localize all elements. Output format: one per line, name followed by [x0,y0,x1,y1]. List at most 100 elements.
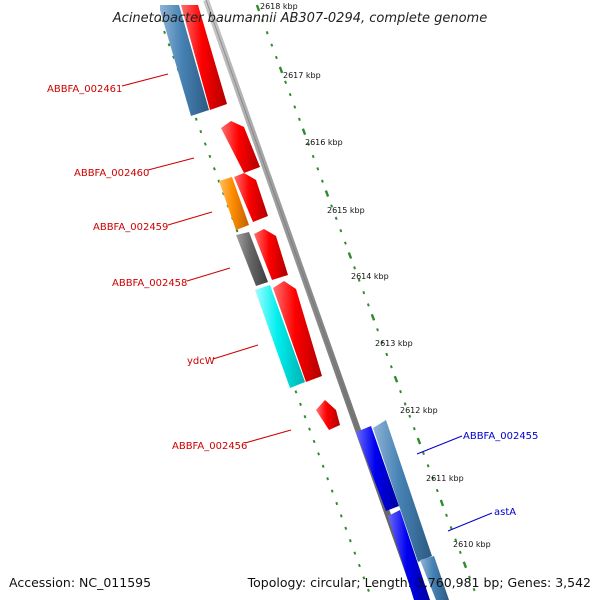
minor-tick [431,476,435,480]
gene-ABBFA_002458[interactable] [254,229,288,280]
gene-astA-blue[interactable] [388,510,430,600]
major-tick [301,128,307,136]
map-title: Acinetobacter baumannii AB307-0294, comp… [112,11,487,26]
minor-tick [217,179,221,183]
minor-tick [357,563,361,568]
minor-tick [326,477,330,481]
minor-tick [158,18,162,22]
minor-tick [362,576,366,580]
gene-ABBFA_002458-gray[interactable] [236,232,268,286]
gene-ABBFA_002455-blue[interactable] [356,426,399,511]
minor-tick [389,365,393,369]
minor-tick [330,204,334,208]
kbp-labels: 2618 kbp 2617 kbp 2616 kbp 2615 kbp 2614… [260,2,491,549]
minor-tick [385,352,389,357]
minor-tick [299,402,302,406]
tick-label-2611: 2611 kbp [426,474,464,483]
minor-tick [312,439,316,444]
minor-tick [408,414,412,418]
minor-tick [235,229,239,233]
gene-labels: ABBFA_002461 ABBFA_002460 ABBFA_002459 A… [47,73,538,532]
gene-ydcW[interactable] [273,281,322,382]
minor-tick [366,303,370,307]
minor-tick [380,340,384,344]
gene-ABBFA_002461[interactable] [181,5,227,110]
minor-tick [208,154,212,159]
tick-label-2614: 2614 kbp [351,272,389,281]
gene-ABBFA_002455[interactable] [373,420,432,562]
minor-tick [317,452,321,456]
tick-label-2612: 2612 kbp [400,406,438,415]
minor-tick [426,464,430,468]
minor-tick [339,514,343,518]
minor-tick [435,488,439,493]
minor-tick [472,587,476,592]
minor-tick [284,80,288,84]
major-tick [393,375,399,383]
minor-tick [265,31,269,35]
gene-ABBFA_002460[interactable] [221,121,260,173]
minor-tick [321,464,325,468]
gene-ABBFA_002456[interactable] [316,400,340,430]
minor-tick [422,451,425,456]
minor-tick [288,92,292,97]
minor-tick [297,117,301,122]
minor-tick [403,402,407,406]
gene-label-astA[interactable]: astA [494,507,516,518]
minor-tick [261,18,265,23]
major-tick [255,4,261,12]
gene-label-ABBFA_002459[interactable]: ABBFA_002459 [93,222,168,233]
minor-tick [311,154,315,159]
minor-tick [344,526,348,530]
minor-tick [353,266,356,270]
gene-ABBFA_002459-orange[interactable] [219,177,249,230]
minor-tick [293,105,297,109]
gene-label-ABBFA_002455[interactable]: ABBFA_002455 [463,431,538,442]
minor-tick [163,30,166,35]
gene-label-ABBFA_002458[interactable]: ABBFA_002458 [112,278,187,289]
major-tick [439,499,445,507]
tick-label-2613: 2613 kbp [375,339,413,348]
minor-tick [203,142,207,146]
minor-tick [458,550,462,555]
minor-tick [316,167,320,171]
minor-tick [449,526,453,530]
minor-tick [454,538,458,542]
gene-label-ABBFA_002460[interactable]: ABBFA_002460 [74,168,149,179]
minor-tick [343,241,347,245]
gene-ABBFA_002459[interactable] [234,173,268,222]
topology-text: Topology: circular; Length: 3,760,981 bp… [247,575,591,590]
minor-tick [212,167,216,171]
minor-tick [167,43,171,47]
minor-tick [330,489,334,493]
minor-tick [308,427,311,431]
gene-label-ABBFA_002456[interactable]: ABBFA_002456 [172,441,247,452]
gene-label-ydcW[interactable]: ydcW [187,356,215,367]
minor-tick [357,278,361,282]
gene-label-ABBFA_002461[interactable]: ABBFA_002461 [47,84,122,95]
minor-tick [334,216,338,221]
accession-text: Accession: NC_011595 [9,575,151,590]
gene-astA[interactable] [420,556,449,600]
major-tick [416,437,422,445]
minor-tick [199,129,203,134]
tick-label-2617: 2617 kbp [283,71,321,80]
major-tick [278,66,284,74]
gene-ydcW-cyan[interactable] [255,285,305,388]
minor-tick [194,117,198,121]
major-tick [347,252,353,259]
minor-tick [399,389,402,394]
minor-tick [294,390,298,394]
minor-tick [353,551,357,555]
gene-ABBFA_002461-steelblue[interactable] [160,5,209,116]
minor-tick [412,427,416,431]
major-tick [462,561,468,569]
minor-tick [172,55,176,59]
tick-label-2616: 2616 kbp [305,138,343,147]
major-tick [324,190,330,198]
minor-tick [362,290,366,295]
major-tick [370,313,376,321]
minor-tick [376,328,379,332]
minor-tick [339,229,343,233]
